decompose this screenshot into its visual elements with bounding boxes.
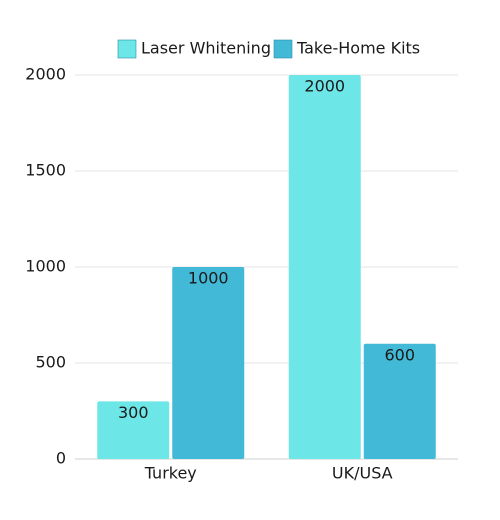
legend-label: Laser Whitening — [141, 39, 271, 58]
value-label: 1000 — [188, 269, 229, 288]
value-label: 300 — [118, 403, 149, 422]
y-tick-label: 0 — [56, 449, 66, 468]
x-tick-label: UK/USA — [332, 464, 393, 483]
bar — [172, 267, 245, 459]
bar — [97, 401, 170, 459]
bar — [363, 343, 436, 459]
x-tick-label: Turkey — [144, 464, 197, 483]
value-label: 600 — [384, 345, 415, 364]
legend-swatch — [273, 39, 293, 59]
y-tick-label: 1000 — [25, 257, 66, 276]
legend-swatch — [117, 39, 137, 59]
value-label: 2000 — [304, 77, 345, 96]
bar — [288, 75, 361, 459]
legend-label: Take-Home Kits — [296, 39, 420, 58]
y-tick-label: 2000 — [25, 65, 66, 84]
y-tick-label: 1500 — [25, 161, 66, 180]
y-tick-label: 500 — [35, 353, 66, 372]
